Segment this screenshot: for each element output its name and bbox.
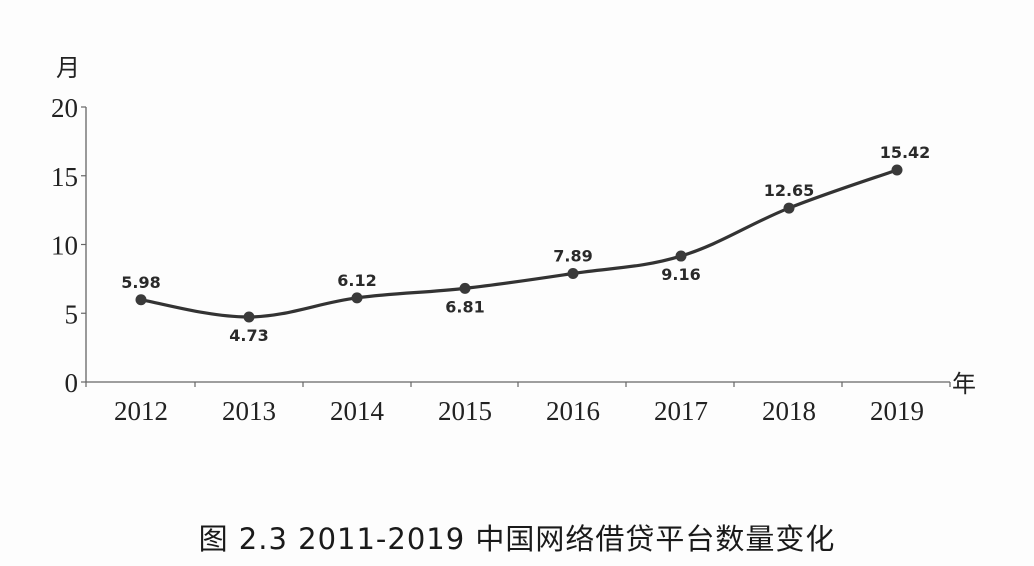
x-tick-label: 2013 xyxy=(222,396,276,426)
data-point-marker xyxy=(243,311,255,323)
y-tick-label: 5 xyxy=(65,299,79,329)
data-point-marker xyxy=(567,268,579,280)
x-tick-label: 2012 xyxy=(114,396,168,426)
data-value-label: 7.89 xyxy=(553,247,592,266)
x-tick-label: 2016 xyxy=(546,396,600,426)
y-tick-label: 10 xyxy=(51,231,78,261)
data-point-marker xyxy=(783,202,795,214)
data-point-marker xyxy=(459,282,471,294)
data-value-label: 9.16 xyxy=(661,265,700,284)
data-point-marker xyxy=(135,294,147,306)
x-tick-label: 2014 xyxy=(330,396,385,426)
data-line xyxy=(135,164,903,323)
data-value-label: 4.73 xyxy=(229,326,268,345)
y-axis-unit: 月 xyxy=(56,54,80,82)
data-point-marker xyxy=(891,164,903,176)
data-labels: 5.98 4.73 6.12 6.81 7.89 9.16 12.65 15.42 xyxy=(121,143,930,345)
data-value-label: 6.12 xyxy=(337,271,376,290)
y-tick-label: 0 xyxy=(65,368,79,398)
axes: 0 5 10 15 20 月 2012 2013 2014 2015 2016 2017 2018 201… xyxy=(51,54,976,426)
x-tick-label: 2018 xyxy=(762,396,816,426)
y-tick-label: 20 xyxy=(51,93,78,123)
data-value-label: 6.81 xyxy=(445,297,484,316)
data-point-marker xyxy=(351,292,363,304)
x-tick-label: 2015 xyxy=(438,396,492,426)
x-axis-unit: 年 xyxy=(952,370,976,398)
data-value-label: 15.42 xyxy=(880,143,931,162)
data-point-marker xyxy=(675,250,687,262)
figure-caption: 图 2.3 2011-2019 中国网络借贷平台数量变化 xyxy=(198,522,836,556)
x-tick-label: 2019 xyxy=(870,396,924,426)
data-value-label: 12.65 xyxy=(764,181,815,200)
y-tick-label: 15 xyxy=(51,162,78,192)
data-value-label: 5.98 xyxy=(121,273,160,292)
x-tick-label: 2017 xyxy=(654,396,708,426)
